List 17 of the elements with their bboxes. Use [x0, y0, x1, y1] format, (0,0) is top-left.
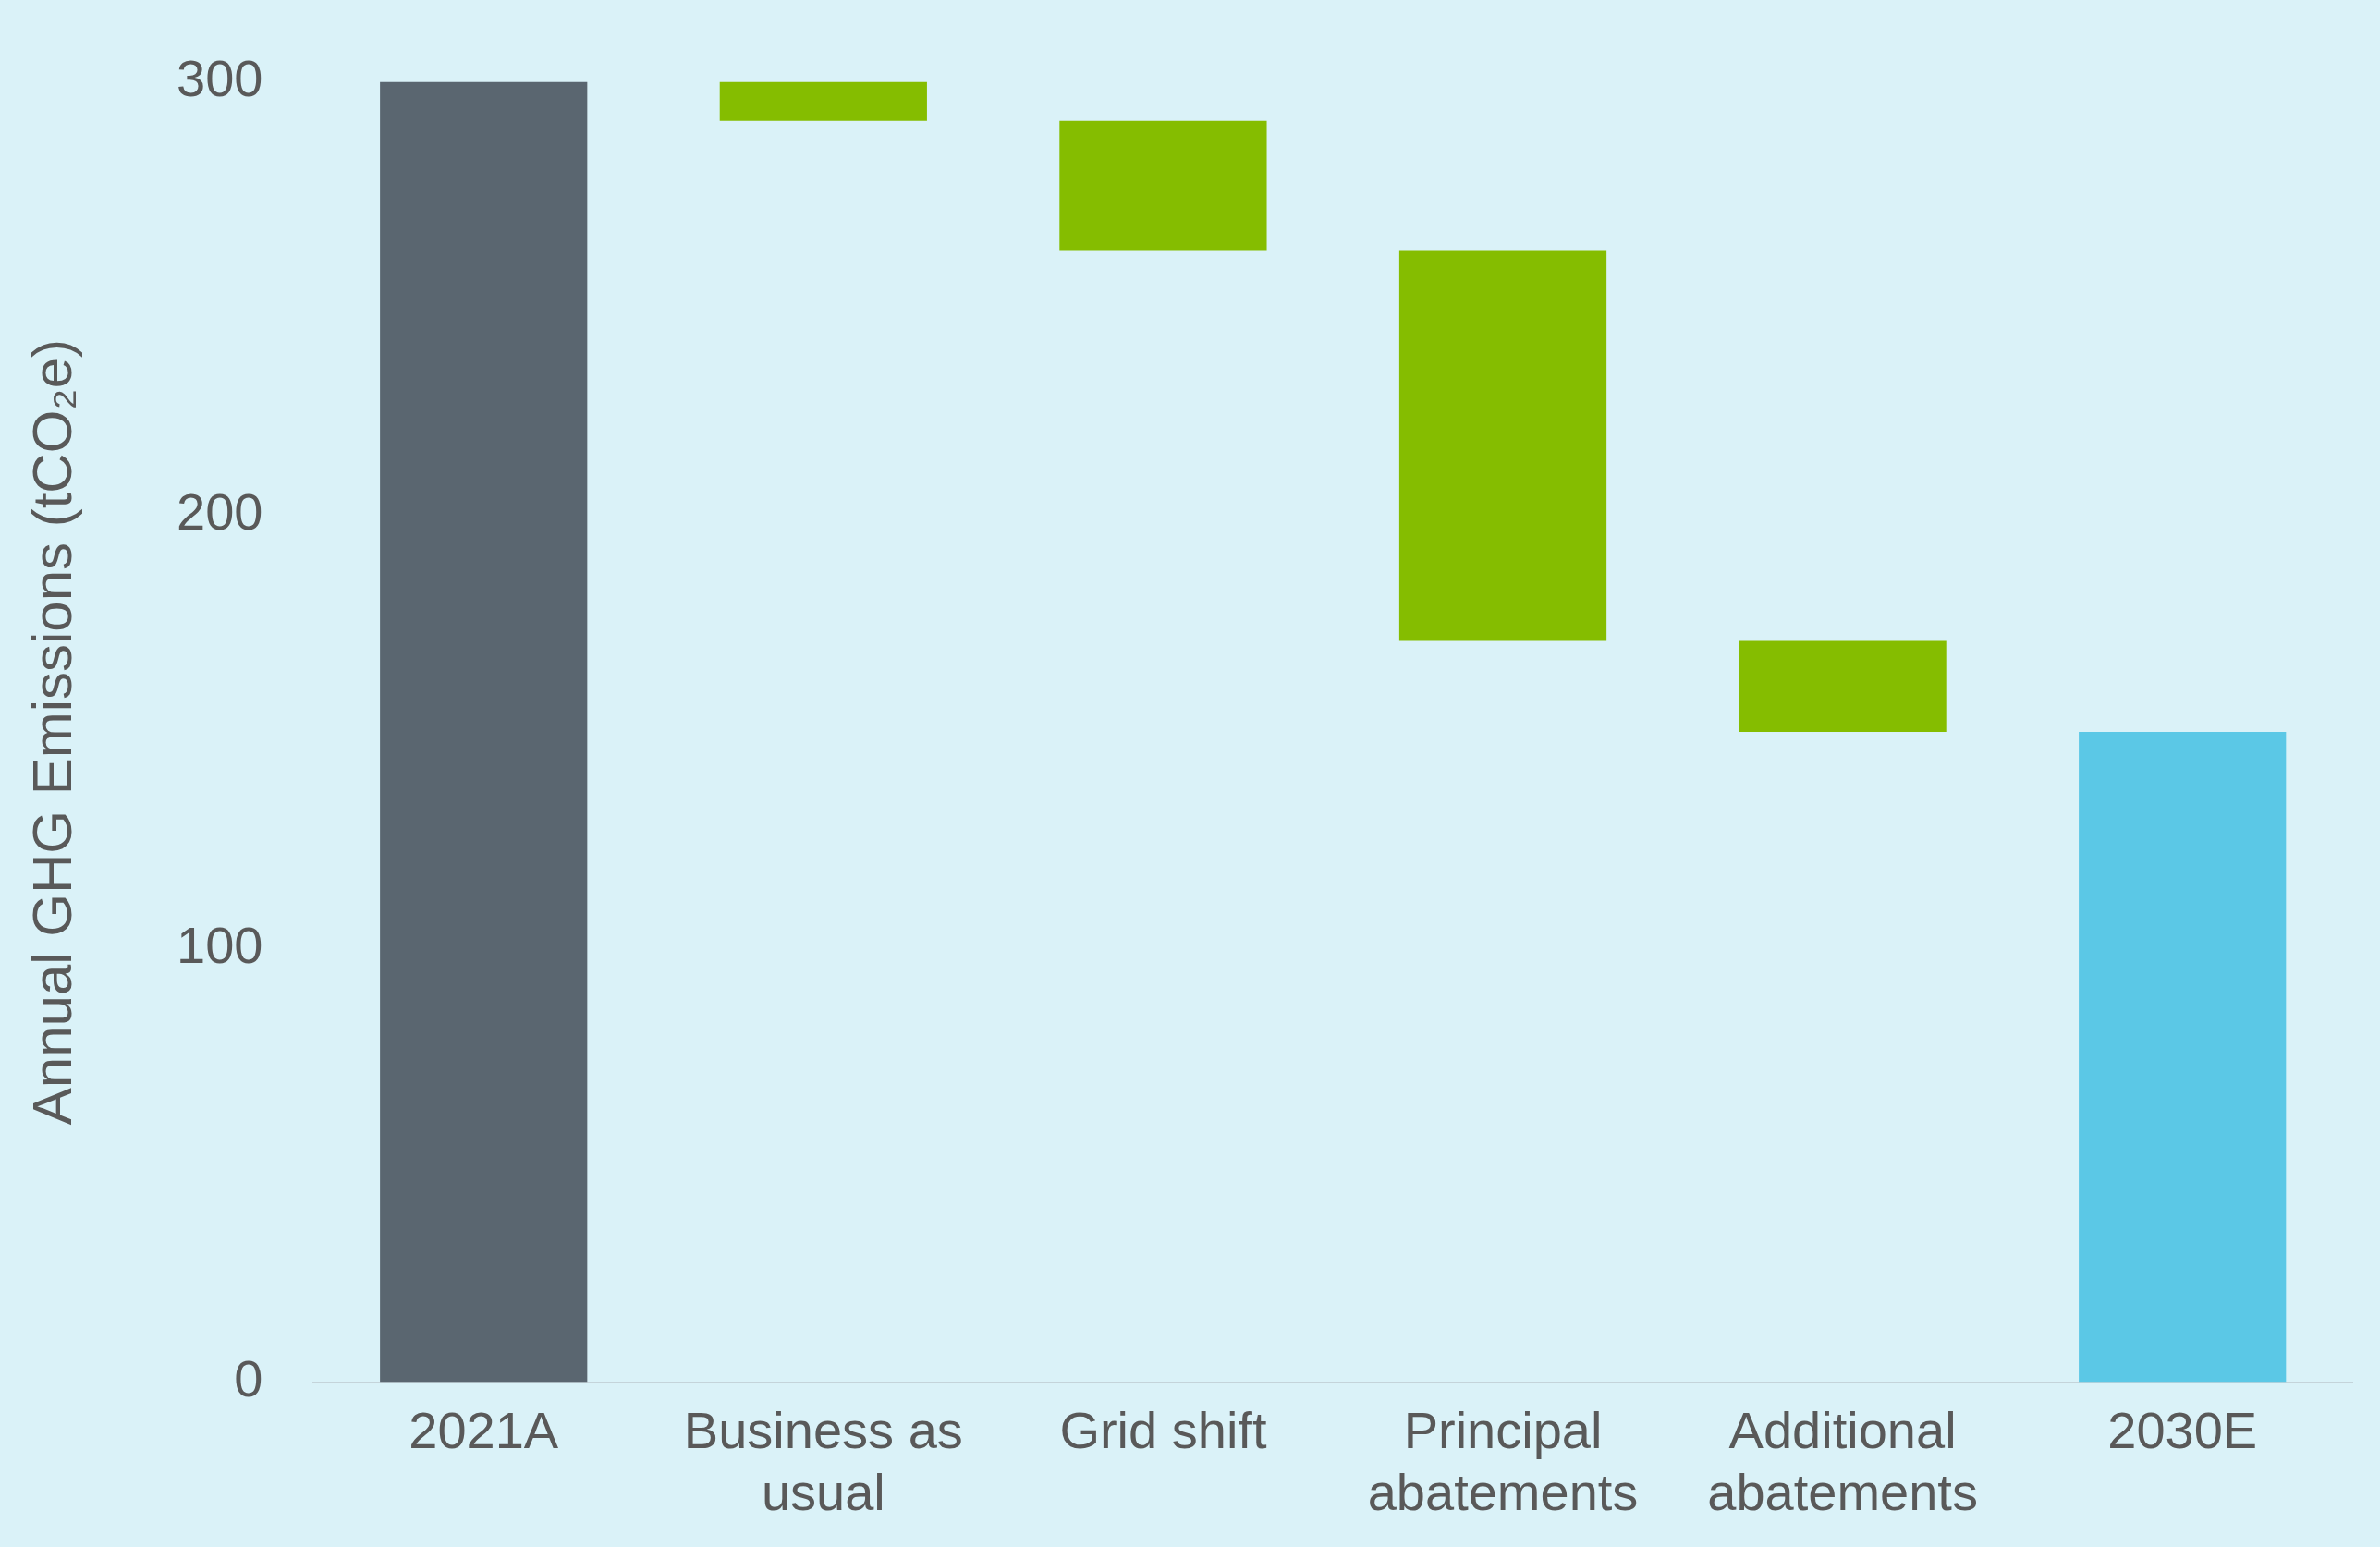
bar — [380, 81, 588, 1383]
x-tick-label: Additional abatements — [1707, 1400, 1978, 1521]
y-axis-title: Annual GHG Emissions (tCO₂e) — [20, 339, 83, 1126]
y-tick-label: 200 — [177, 482, 263, 542]
x-tick-label: Grid shift — [1059, 1400, 1267, 1459]
bar — [1739, 640, 1947, 733]
bar — [2079, 732, 2287, 1383]
bar — [1398, 250, 1607, 641]
y-tick-label: 100 — [177, 916, 263, 975]
x-tick-label: Business as usual — [683, 1400, 963, 1521]
y-tick-label: 300 — [177, 49, 263, 108]
y-tick-label: 0 — [234, 1349, 263, 1408]
x-tick-label: 2030E — [2107, 1400, 2258, 1459]
bar — [1059, 120, 1267, 251]
x-tick-label: Principal abatements — [1367, 1400, 1639, 1521]
x-tick-label: 2021A — [409, 1400, 559, 1459]
bar — [719, 81, 927, 121]
